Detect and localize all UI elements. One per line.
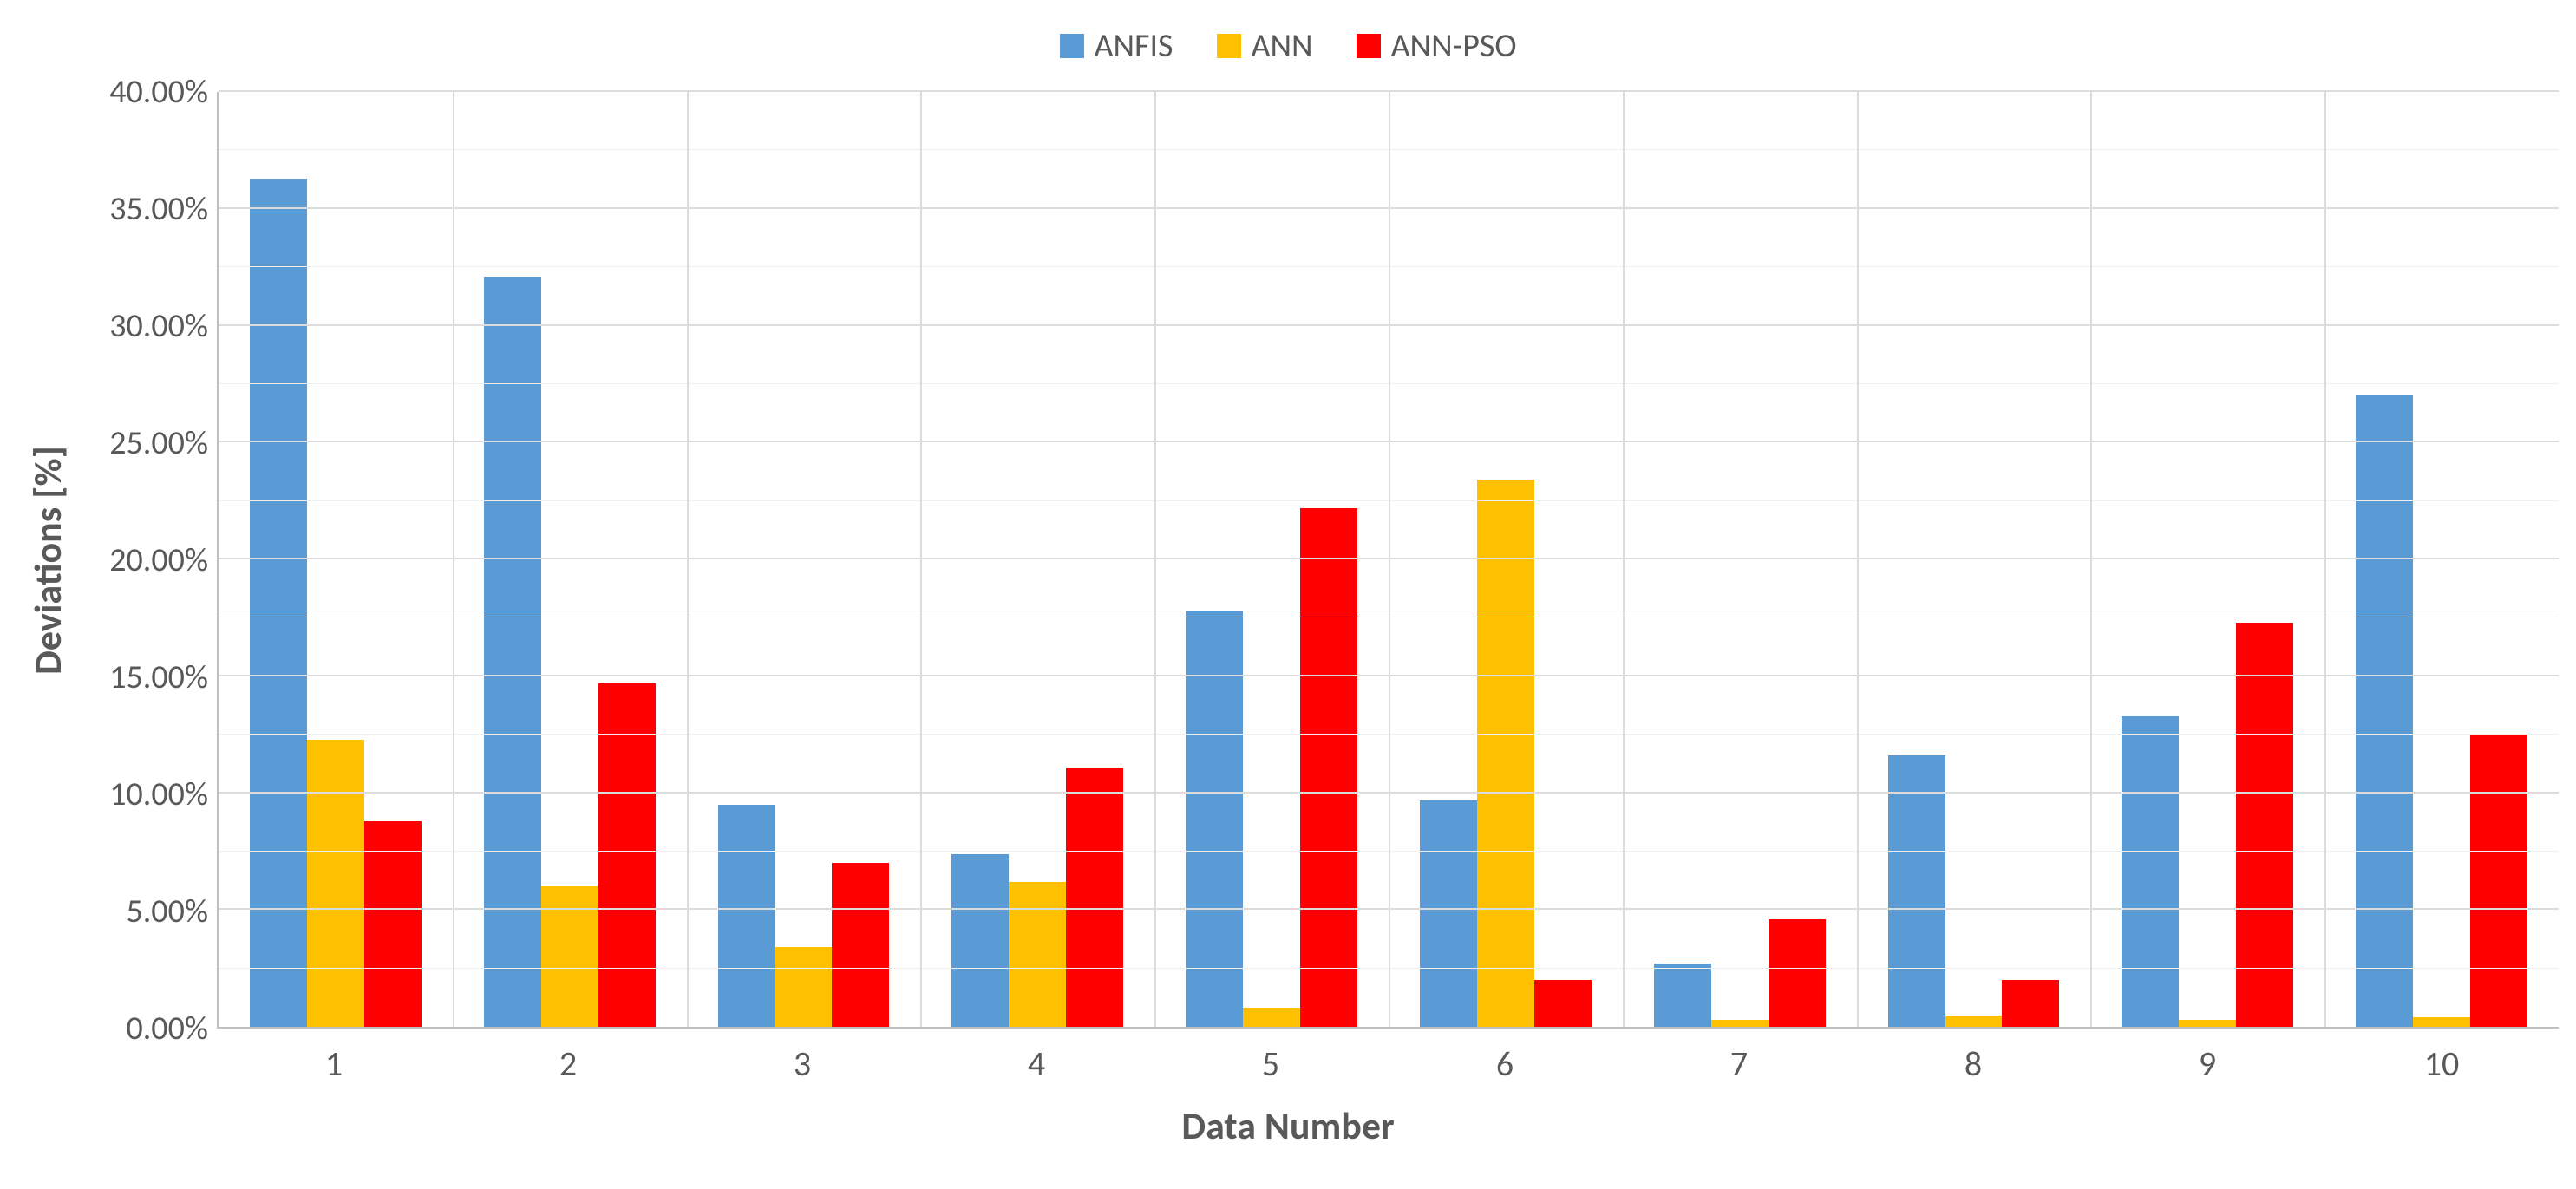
gridline-vertical	[920, 92, 922, 1027]
bar	[1769, 919, 1826, 1027]
bar-group	[1389, 92, 1623, 1027]
legend: ANFIS ANN ANN-PSO	[17, 17, 2559, 92]
x-tick-label: 7	[1622, 1029, 1856, 1085]
x-axis-label: Data Number	[17, 1085, 2559, 1149]
bar	[1186, 611, 1243, 1027]
bar-group	[219, 92, 453, 1027]
legend-item: ANFIS	[1060, 26, 1174, 66]
bar	[1711, 1020, 1769, 1027]
x-tick-label: 5	[1154, 1029, 1388, 1085]
legend-item: ANN-PSO	[1357, 26, 1517, 66]
x-axis-wrap: 12345678910	[17, 1029, 2559, 1085]
plot-area	[217, 92, 2559, 1029]
bar	[718, 805, 775, 1027]
y-tick-label: 15.00%	[109, 657, 208, 697]
bar	[1009, 882, 1066, 1027]
legend-swatch	[1060, 34, 1084, 58]
x-ticks: 12345678910	[217, 1029, 2559, 1085]
bar	[2413, 1017, 2470, 1027]
x-tick-label: 10	[2324, 1029, 2559, 1085]
legend-label: ANN-PSO	[1391, 26, 1517, 66]
legend-label: ANN	[1252, 26, 1313, 66]
bar	[2356, 395, 2413, 1027]
bar	[1888, 755, 1945, 1027]
bar	[1243, 1008, 1300, 1027]
y-tick-label: 40.00%	[109, 72, 208, 112]
bar	[2002, 980, 2059, 1027]
x-tick-label: 3	[685, 1029, 919, 1085]
x-tick-label: 6	[1388, 1029, 1622, 1085]
x-tick-label: 2	[451, 1029, 685, 1085]
bar-group	[687, 92, 921, 1027]
gridline-vertical	[1857, 92, 1859, 1027]
y-axis-label: Deviations [%]	[24, 446, 71, 675]
x-tick-label: 4	[919, 1029, 1154, 1085]
bar	[951, 854, 1009, 1027]
bar	[2236, 623, 2293, 1027]
y-tick-label: 10.00%	[109, 774, 208, 814]
y-tick-label: 30.00%	[109, 306, 208, 346]
legend-swatch	[1217, 34, 1241, 58]
ylabel-wrap: Deviations [%]	[17, 92, 78, 1029]
bar	[250, 179, 307, 1027]
y-tick-label: 25.00%	[109, 423, 208, 463]
bar	[307, 740, 364, 1027]
gridline-vertical	[2090, 92, 2092, 1027]
gridline-vertical	[1154, 92, 1156, 1027]
bar	[364, 821, 422, 1027]
bar-group	[453, 92, 687, 1027]
y-tick-label: 20.00%	[109, 540, 208, 580]
bar	[1945, 1016, 2003, 1027]
bar	[1534, 980, 1592, 1027]
bar-group	[2324, 92, 2559, 1027]
x-tick-label: 8	[1856, 1029, 2090, 1085]
gridline-vertical	[453, 92, 454, 1027]
bar	[1066, 768, 1123, 1027]
legend-swatch	[1357, 34, 1381, 58]
y-tick-label: 35.00%	[109, 189, 208, 229]
y-tick-label: 5.00%	[126, 892, 208, 931]
bar-group	[1154, 92, 1389, 1027]
x-tick-label: 9	[2090, 1029, 2324, 1085]
gridline-vertical	[1389, 92, 1390, 1027]
bar	[1300, 508, 1357, 1027]
legend-label: ANFIS	[1095, 26, 1174, 66]
bar	[775, 947, 833, 1027]
bar	[1654, 964, 1711, 1027]
bar	[1477, 480, 1534, 1027]
gridline-vertical	[2324, 92, 2326, 1027]
chart-container: ANFIS ANN ANN-PSO Deviations [%] 0.00% 5.00…	[17, 17, 2559, 1172]
gridline-vertical	[687, 92, 689, 1027]
gridline-vertical	[1623, 92, 1625, 1027]
y-tick-label: 0.00%	[126, 1009, 208, 1049]
x-tick-label: 1	[217, 1029, 451, 1085]
bar	[2179, 1020, 2236, 1027]
bar	[1420, 800, 1477, 1027]
bar	[832, 863, 889, 1027]
bar	[598, 683, 656, 1027]
bar	[2470, 735, 2527, 1027]
bar-group	[1857, 92, 2091, 1027]
bar-group	[2090, 92, 2324, 1027]
y-ticks: 0.00%5.00%10.00%15.00%20.00%25.00%30.00%…	[78, 92, 217, 1029]
bar-group	[920, 92, 1154, 1027]
legend-item: ANN	[1217, 26, 1313, 66]
bar	[484, 277, 541, 1027]
bar	[2122, 716, 2179, 1027]
bar-group	[1623, 92, 1857, 1027]
plot-wrap: Deviations [%] 0.00%5.00%10.00%15.00%20.…	[17, 92, 2559, 1029]
